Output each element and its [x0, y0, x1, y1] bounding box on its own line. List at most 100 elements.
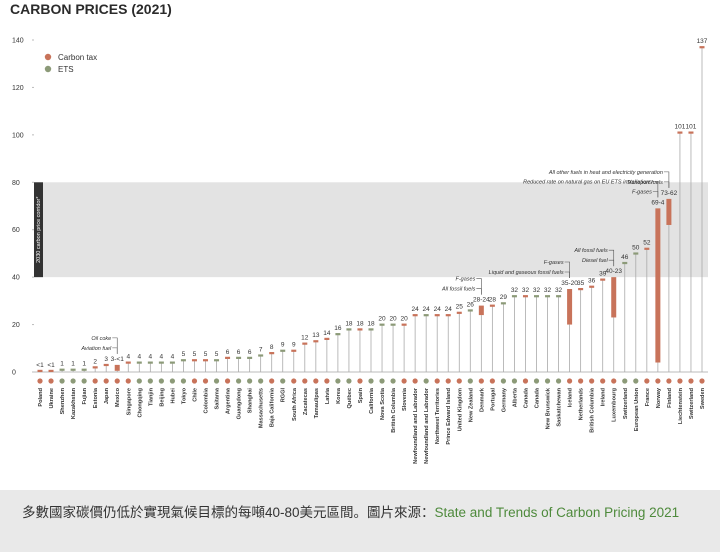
value-label: 24: [423, 306, 431, 313]
leader-line: [652, 191, 659, 198]
bar-cap: [688, 131, 694, 134]
instrument-dot: [655, 378, 661, 384]
value-label: 25: [456, 304, 464, 311]
instrument-dot: [236, 378, 242, 384]
leader-line: [663, 181, 670, 188]
legend-dot: [44, 53, 52, 61]
bar-cap: [379, 323, 385, 326]
x-tick-label: France: [645, 388, 651, 406]
instrument-dot: [544, 378, 551, 384]
instrument-dot: [489, 378, 495, 384]
instrument-dot: [622, 378, 628, 384]
value-label: 1: [82, 361, 86, 368]
value-label: 20: [378, 316, 386, 323]
x-tick-label: New Zealand: [468, 387, 474, 422]
bar-cap: [247, 356, 253, 359]
instrument-dot: [456, 378, 462, 384]
y-tick-label: 0: [12, 370, 16, 377]
annotation: Aviation fuel: [80, 346, 112, 352]
x-tick-label: European Union: [634, 387, 640, 431]
instrument-dot: [522, 378, 529, 384]
instrument-dot: [677, 378, 683, 384]
range-bar: [567, 289, 573, 325]
value-label: 4: [126, 354, 130, 361]
x-tick-label: Germany: [501, 387, 507, 412]
bar-cap: [169, 361, 175, 364]
x-tick-label: Baja California: [270, 387, 276, 427]
bar-cap: [699, 46, 705, 49]
x-tick-label: Shanghai: [248, 388, 254, 414]
value-label: 3: [104, 356, 108, 363]
legend-label: ETS: [58, 65, 74, 74]
x-tick-label: Chile: [192, 388, 198, 402]
value-label: 5: [215, 351, 219, 358]
instrument-dot: [401, 378, 407, 384]
x-tick-label: Zacatecas: [303, 388, 309, 415]
bar-cap: [677, 131, 683, 134]
bar-cap: [214, 359, 220, 362]
x-tick-label: Newfoundland and Labrador: [413, 387, 419, 464]
instrument-dot: [511, 378, 518, 384]
annotation: All fossil fuels: [573, 248, 608, 254]
instrument-dot: [589, 378, 595, 384]
bar-cap: [203, 359, 208, 362]
value-label: 20: [400, 316, 408, 323]
x-tick-label: Shenzhen: [60, 387, 66, 414]
bar-cap: [500, 302, 506, 305]
annotation: All other fuels in heat and electricity …: [548, 170, 663, 176]
value-label: 24: [434, 306, 442, 313]
instrument-dot: [37, 378, 43, 384]
x-tick-label: Mexico: [115, 387, 121, 407]
instrument-dot: [114, 378, 120, 384]
instrument-dot: [412, 378, 418, 384]
instrument-dot: [368, 378, 374, 384]
instrument-dot: [445, 378, 451, 384]
x-tick-label: Massachusetts: [259, 388, 265, 428]
bar-cap: [467, 309, 473, 312]
x-tick-label: Tianjin: [148, 387, 154, 406]
value-label: 101: [675, 123, 686, 130]
bar-cap: [158, 361, 164, 364]
instrument-dot: [302, 378, 308, 384]
range-bar: [478, 305, 484, 316]
value-label: 28: [489, 297, 497, 304]
instrument-dot: [213, 378, 220, 384]
y-tick-label: 100: [12, 132, 24, 139]
x-tick-label: Alberta: [512, 387, 518, 407]
annotation: F-gases: [544, 260, 564, 266]
bar-cap: [59, 368, 65, 371]
x-tick-label: Guangdong: [237, 387, 243, 419]
value-label: 5: [204, 351, 208, 358]
bar-cap: [147, 361, 153, 364]
y-tick-label: 40: [12, 275, 20, 282]
source-link[interactable]: State and Trends of Carbon Pricing 2021: [434, 505, 680, 520]
value-label: 36: [588, 278, 596, 285]
bar-cap: [125, 361, 131, 364]
annotation: Reduced rate on natural gas on EU ETS in…: [523, 179, 652, 185]
x-tick-label: Slovenia: [402, 387, 408, 411]
x-tick-label: Luxembourg: [612, 387, 618, 421]
x-tick-label: Canada: [535, 387, 541, 408]
instrument-dot: [600, 378, 606, 384]
annotation: All fossil fuels: [441, 287, 476, 293]
bar-cap: [103, 363, 109, 367]
instrument-dot: [478, 378, 484, 384]
x-tick-label: Singapore: [126, 388, 132, 415]
range-bar: [611, 277, 617, 318]
value-label: 32: [544, 287, 552, 294]
value-label: 35: [577, 280, 585, 287]
x-tick-label: Saskatchewan: [557, 387, 563, 426]
bar-cap: [37, 369, 43, 373]
y-tick-label: 80: [12, 180, 20, 187]
bar-cap: [534, 295, 539, 298]
bar-cap: [644, 247, 650, 250]
x-tick-label: Spain: [358, 387, 364, 403]
value-label: 7: [259, 346, 263, 353]
annotation: F-gases: [455, 277, 475, 283]
value-label: 9: [281, 342, 285, 349]
x-tick-label: Chongqing: [137, 387, 143, 417]
x-tick-label: Canada: [523, 387, 529, 408]
value-label: 18: [356, 320, 364, 327]
value-label: 4: [137, 354, 141, 361]
